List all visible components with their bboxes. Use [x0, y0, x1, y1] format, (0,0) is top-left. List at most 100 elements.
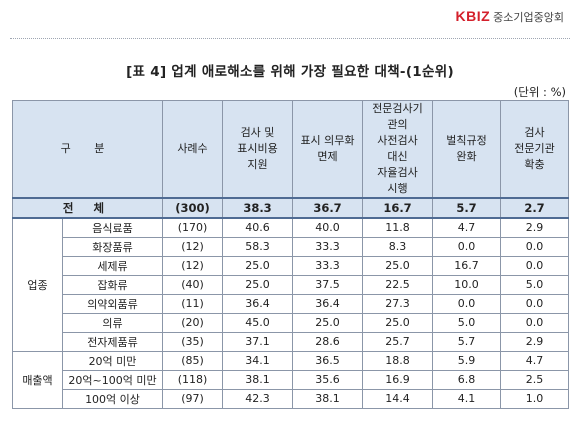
- sample-count: (40): [162, 274, 223, 295]
- category-label: 음식료품: [62, 217, 163, 238]
- cell-value: 4.7: [500, 350, 569, 371]
- header-line: 지원: [247, 158, 268, 171]
- cell-value: 25.0: [292, 312, 363, 333]
- cell-value: 16.7: [432, 255, 501, 276]
- kbiz-logo: KBIZ 중소기업중앙회: [455, 8, 564, 25]
- category-label: 화장품류: [62, 236, 163, 257]
- cell-value: 5.7: [432, 331, 501, 352]
- total-value: 16.7: [362, 197, 433, 219]
- cell-value: 18.8: [362, 350, 433, 371]
- cell-value: 27.3: [362, 293, 433, 314]
- cell-value: 22.5: [362, 274, 433, 295]
- cell-value: 25.0: [362, 312, 433, 333]
- survey-table: 구 분 사례수 검사 및 표시비용 지원 표시 의무화 면제 전문검사기 관의 사전검사 대…: [12, 100, 569, 409]
- unit-label: (단위 : %): [513, 85, 566, 99]
- category-label: 전자제품류: [62, 331, 163, 352]
- total-count: (300): [162, 197, 223, 219]
- cell-value: 1.0: [500, 388, 569, 409]
- cell-value: 40.6: [222, 217, 293, 238]
- cell-value: 4.1: [432, 388, 501, 409]
- sample-count: (12): [162, 236, 223, 257]
- category-label: 의류: [62, 312, 163, 333]
- cell-value: 0.0: [432, 236, 501, 257]
- cell-value: 4.7: [432, 217, 501, 238]
- table-row: 100억 이상 (97) 42.3 38.1 14.4 4.1 1.0: [13, 388, 569, 409]
- total-row: 전 체 (300) 38.3 36.7 16.7 5.7 2.7: [12, 197, 569, 219]
- cell-value: 0.0: [500, 293, 569, 314]
- cell-value: 0.0: [432, 293, 501, 314]
- cell-value: 34.1: [222, 350, 293, 371]
- sample-count: (85): [162, 350, 223, 371]
- header-c3: 전문검사기 관의 사전검사 대신 자율검사 시행: [362, 100, 433, 199]
- total-value: 36.7: [292, 197, 363, 219]
- cell-value: 38.1: [292, 388, 363, 409]
- total-value: 38.3: [222, 197, 293, 219]
- cell-value: 38.1: [222, 369, 293, 390]
- sample-count: (12): [162, 255, 223, 276]
- cell-value: 0.0: [500, 255, 569, 276]
- category-label: 잡화류: [62, 274, 163, 295]
- header-line: 표시비용: [237, 142, 278, 155]
- cell-value: 36.4: [222, 293, 293, 314]
- cell-value: 25.7: [362, 331, 433, 352]
- sample-count: (97): [162, 388, 223, 409]
- cell-value: 2.9: [500, 331, 569, 352]
- cell-value: 40.0: [292, 217, 363, 238]
- cell-value: 5.9: [432, 350, 501, 371]
- cell-value: 28.6: [292, 331, 363, 352]
- header-c5: 검사 전문기관 확충: [500, 100, 569, 199]
- header-group: 구 분: [12, 100, 163, 199]
- cell-value: 37.5: [292, 274, 363, 295]
- group-label: 매출액: [12, 350, 63, 409]
- table-title: [표 4] 업계 애로해소를 위해 가장 필요한 대책-(1순위): [126, 64, 454, 80]
- total-value: 5.7: [432, 197, 501, 219]
- cell-value: 45.0: [222, 312, 293, 333]
- cell-value: 36.4: [292, 293, 363, 314]
- cell-value: 14.4: [362, 388, 433, 409]
- cell-value: 6.8: [432, 369, 501, 390]
- category-label: 100억 이상: [62, 388, 163, 409]
- header-line: 검사: [524, 126, 545, 139]
- header-line: 전문검사기: [372, 102, 423, 115]
- logo-brand: KBIZ: [455, 8, 491, 24]
- header-line: 관의: [387, 118, 408, 131]
- sample-count: (35): [162, 331, 223, 352]
- header-line: 완화: [456, 150, 477, 163]
- category-label: 의약외품류: [62, 293, 163, 314]
- table-row: 세제류 (12) 25.0 33.3 25.0 16.7 0.0: [13, 255, 569, 276]
- header-row: 구 분 사례수 검사 및 표시비용 지원 표시 의무화 면제 전문검사기 관의 사전검사 대…: [12, 100, 569, 199]
- sample-count: (20): [162, 312, 223, 333]
- logo-org-name: 중소기업중앙회: [493, 11, 564, 24]
- cell-value: 0.0: [500, 236, 569, 257]
- cell-value: 10.0: [432, 274, 501, 295]
- cell-value: 2.5: [500, 369, 569, 390]
- table-row: 업종 음식료품 (170) 40.6 40.0 11.8 4.7 2.9: [12, 217, 569, 352]
- header-divider: [10, 38, 570, 39]
- total-value: 2.7: [500, 197, 569, 219]
- group-label: 업종: [12, 217, 63, 352]
- cell-value: 33.3: [292, 255, 363, 276]
- cell-value: 25.0: [222, 274, 293, 295]
- category-label: 20억~100억 미만: [62, 369, 163, 390]
- header-line: 면제: [317, 150, 338, 163]
- cell-value: 5.0: [500, 274, 569, 295]
- cell-value: 11.8: [362, 217, 433, 238]
- cell-value: 33.3: [292, 236, 363, 257]
- sample-count: (11): [162, 293, 223, 314]
- table-row: 잡화류 (40) 25.0 37.5 22.5 10.0 5.0: [13, 274, 569, 295]
- header-line: 자율검사: [377, 166, 418, 179]
- header-line: 표시 의무화: [300, 134, 355, 147]
- cell-value: 42.3: [222, 388, 293, 409]
- category-label: 세제류: [62, 255, 163, 276]
- header-line: 벌칙규정: [446, 134, 487, 147]
- cell-value: 0.0: [500, 312, 569, 333]
- cell-value: 25.0: [222, 255, 293, 276]
- header-c1: 검사 및 표시비용 지원: [222, 100, 293, 199]
- header-line: 대신: [387, 150, 408, 163]
- cell-value: 16.9: [362, 369, 433, 390]
- cell-value: 2.9: [500, 217, 569, 238]
- table-row: 매출액 20억 미만 (85) 34.1 36.5 18.8 5.9 4.7: [12, 350, 569, 409]
- cell-value: 35.6: [292, 369, 363, 390]
